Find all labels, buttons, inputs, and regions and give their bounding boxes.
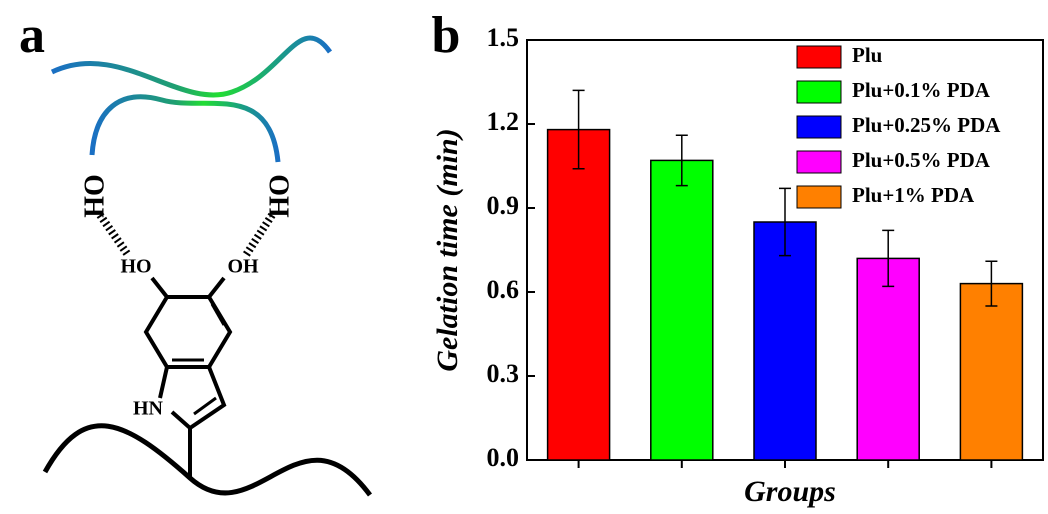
bar [856, 257, 920, 461]
y-tick-label: 0.6 [487, 275, 520, 304]
diagram-label: HN [133, 398, 164, 420]
legend-swatch [796, 115, 842, 139]
legend-swatch [796, 80, 842, 104]
error-bar [572, 89, 585, 170]
y-tick-label: 1.5 [487, 23, 520, 52]
x-axis-label: Groups [744, 475, 836, 508]
y-tick-label: 1.2 [487, 107, 520, 136]
bar [753, 221, 817, 461]
bar [546, 128, 611, 461]
panel-label: b [432, 7, 461, 64]
bar [650, 159, 714, 461]
error-bar [985, 260, 998, 307]
y-tick-label: 0.9 [487, 191, 520, 220]
legend-swatch [796, 45, 842, 69]
diagram-label: OH [227, 256, 259, 278]
diagram-label: HO [79, 174, 110, 218]
legend-swatch [796, 185, 842, 209]
legend-label: Plu [852, 43, 883, 67]
y-tick-label: 0.0 [487, 443, 520, 472]
panel-label: a [19, 7, 45, 64]
diagram-label: HO [120, 256, 151, 278]
legend-label: Plu+0.1% PDA [852, 78, 991, 102]
y-axis-label: Gelation time (min) [431, 128, 464, 371]
bar [959, 282, 1024, 461]
error-bar [882, 229, 895, 288]
y-tick-label: 0.3 [487, 359, 520, 388]
diagram-label: HO [264, 174, 295, 218]
error-bar [779, 187, 791, 257]
legend-label: Plu+0.25% PDA [852, 113, 1001, 137]
legend-label: Plu+1% PDA [852, 183, 975, 207]
molecule-diagram [42, 35, 373, 497]
legend-label: Plu+0.5% PDA [852, 148, 991, 172]
legend-swatch [796, 150, 842, 174]
error-bar [675, 134, 688, 187]
